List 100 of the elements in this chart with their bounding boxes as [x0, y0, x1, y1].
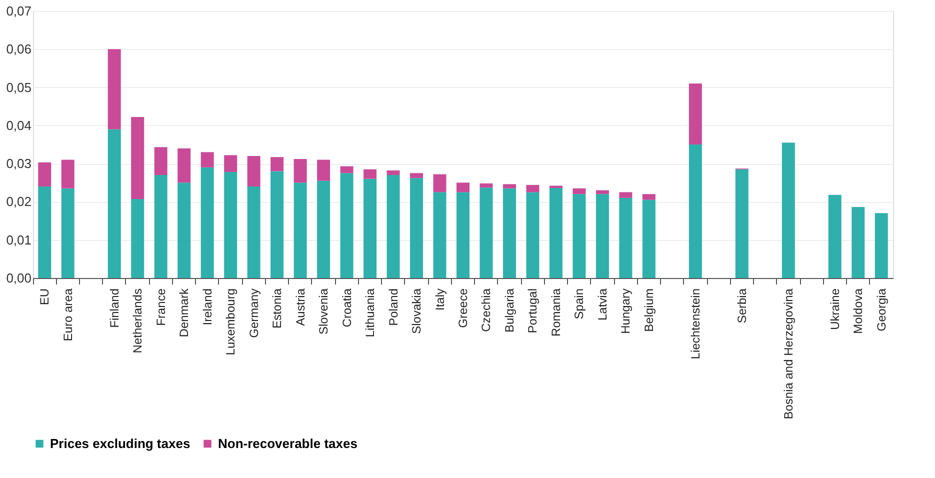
bar — [433, 192, 446, 278]
x-tick-label: Belgium — [642, 288, 656, 332]
bar — [224, 172, 238, 278]
bar — [688, 83, 702, 144]
y-tick-label: 0,00 — [6, 270, 32, 286]
x-tick-label: Denmark — [177, 288, 192, 338]
y-tick-label: 0,03 — [6, 156, 32, 172]
x-tick-label: EU — [38, 288, 52, 306]
bar — [294, 182, 307, 278]
x-tick-label: Estonia — [270, 288, 284, 329]
y-tick-label: 0,04 — [6, 118, 32, 133]
bar — [480, 183, 493, 188]
bar — [131, 117, 144, 200]
bar — [410, 173, 424, 178]
bar — [247, 156, 260, 186]
bar — [38, 162, 52, 186]
x-tick-label: Bosnia and Herzegovina — [781, 288, 796, 420]
x-tick-label: Latvia — [595, 288, 610, 321]
x-tick-label: Euro area — [60, 288, 75, 342]
bar — [364, 169, 377, 179]
bar — [154, 175, 168, 278]
bar — [61, 160, 74, 188]
x-tick-label: Netherlands — [130, 288, 145, 354]
bar — [433, 174, 446, 192]
bar — [410, 178, 424, 278]
bar — [782, 142, 795, 278]
bar — [874, 213, 888, 278]
bar — [294, 158, 307, 183]
bar — [735, 169, 748, 278]
y-tick-label: 0,06 — [6, 42, 32, 57]
bar — [224, 155, 238, 172]
bar — [619, 198, 632, 278]
bar — [642, 194, 656, 200]
x-tick-label: Lithuania — [363, 288, 378, 338]
bar — [596, 194, 609, 278]
bar — [480, 188, 493, 278]
x-tick-label: Greece — [456, 288, 470, 328]
x-tick-label: Spain — [572, 288, 586, 320]
x-tick-label: Czechia — [479, 288, 494, 332]
bar — [572, 194, 586, 278]
bar — [270, 157, 284, 172]
x-tick-label: Serbia — [734, 288, 749, 324]
bar — [688, 144, 702, 278]
x-tick-label: Italy — [432, 288, 447, 311]
x-tick-label: Hungary — [618, 288, 633, 334]
bar — [178, 182, 191, 278]
x-tick-label: Poland — [386, 288, 400, 326]
x-tick-label: Moldova — [851, 288, 866, 334]
x-tick-label: Liechtenstein — [688, 288, 702, 360]
y-tick-label: 0,05 — [6, 80, 32, 95]
bar — [364, 178, 377, 278]
x-tick-label: France — [154, 288, 168, 326]
bar — [502, 188, 516, 278]
x-tick-label: Ireland — [200, 288, 214, 326]
x-tick-label: Bulgaria — [502, 288, 516, 333]
bar — [340, 166, 354, 174]
bar — [154, 147, 168, 176]
bar — [317, 180, 330, 278]
bar — [828, 194, 842, 278]
legend-label: Non-recoverable taxes — [218, 436, 358, 451]
bar — [386, 170, 400, 176]
bar — [572, 188, 586, 194]
y-tick-label: 0,01 — [6, 232, 32, 248]
bar — [502, 184, 516, 188]
bar — [596, 190, 609, 194]
bar — [456, 182, 470, 192]
bar — [549, 188, 562, 278]
bar — [131, 199, 144, 278]
x-tick-label: Slovakia — [410, 288, 424, 334]
x-tick-label: Ukraine — [828, 288, 842, 330]
bar — [456, 192, 470, 278]
x-tick-label: Austria — [293, 288, 308, 326]
x-tick-label: Luxembourg — [224, 288, 238, 356]
y-tick-label: 0,02 — [6, 194, 32, 210]
bar — [526, 192, 540, 278]
bar — [642, 200, 656, 278]
bar — [386, 175, 400, 278]
x-tick-label: Slovenia — [316, 288, 331, 335]
bar — [108, 129, 121, 278]
bar — [200, 167, 214, 278]
x-tick-label: Finland — [107, 288, 122, 328]
bar — [178, 148, 191, 183]
bar — [270, 171, 284, 278]
bar — [108, 49, 121, 130]
bar — [38, 186, 52, 278]
legend-label: Prices excluding taxes — [50, 436, 190, 451]
bar — [526, 184, 540, 192]
x-tick-label: Georgia — [874, 288, 888, 332]
bar — [200, 152, 214, 168]
x-tick-label: Germany — [246, 288, 261, 338]
bar — [317, 160, 330, 181]
bar — [619, 192, 632, 198]
bar — [61, 188, 74, 278]
bar — [340, 173, 354, 278]
x-tick-label: Romania — [548, 288, 563, 337]
x-tick-label: Portugal — [526, 288, 540, 334]
bar — [247, 186, 260, 278]
bar — [852, 207, 865, 278]
x-tick-label: Croatia — [340, 288, 354, 328]
y-tick-label: 0,07 — [6, 4, 32, 18]
